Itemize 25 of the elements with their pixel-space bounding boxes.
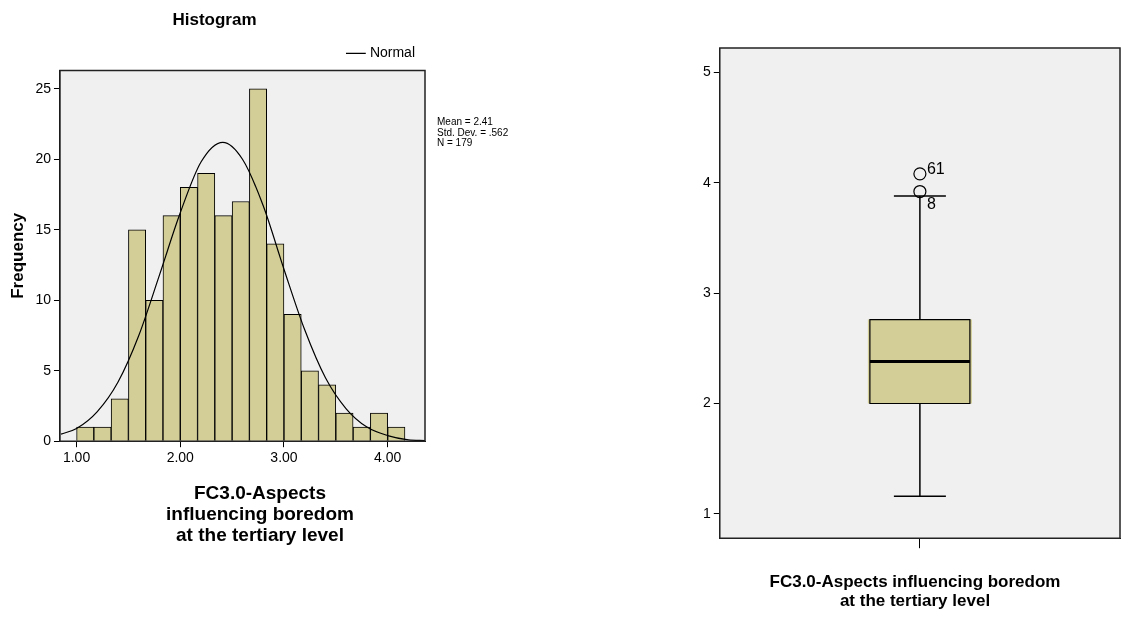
y-tick-label: 2 [702, 394, 711, 411]
chart-title: Histogram [172, 9, 257, 29]
x-axis-title: FC3.0-Aspects influencing boredom at the tertiary level [768, 572, 1062, 610]
y-tick-label: 25 [35, 79, 52, 96]
annotation: 61 [926, 160, 945, 178]
text: Mean = 2.41 [437, 116, 494, 128]
text: N = 179 [437, 137, 473, 149]
annotation: 8 [926, 194, 936, 212]
legend-label: Normal [369, 44, 416, 61]
y-tick-label: 1 [702, 504, 711, 521]
y-tick-label: 10 [35, 291, 52, 308]
text: Std. Dev. = .562 [437, 126, 509, 138]
y-axis-title: Frequency [7, 212, 27, 299]
x-tick-label: 2.00 [166, 449, 195, 466]
y-tick-label: 5 [702, 63, 711, 80]
y-tick-label: 0 [43, 432, 52, 449]
y-tick-label: 3 [702, 283, 711, 300]
x-tick-label: 3.00 [270, 449, 298, 466]
x-axis-title: FC3.0-Aspects influencing boredom at the tertiary level [165, 482, 355, 545]
y-tick-label: 20 [35, 150, 52, 167]
y-tick-label: 5 [43, 361, 52, 378]
x-tick-label: 1.00 [62, 449, 91, 466]
y-tick-label: 4 [702, 173, 711, 190]
x-tick-label: 4.00 [374, 449, 402, 466]
y-tick-label: 15 [35, 220, 52, 237]
